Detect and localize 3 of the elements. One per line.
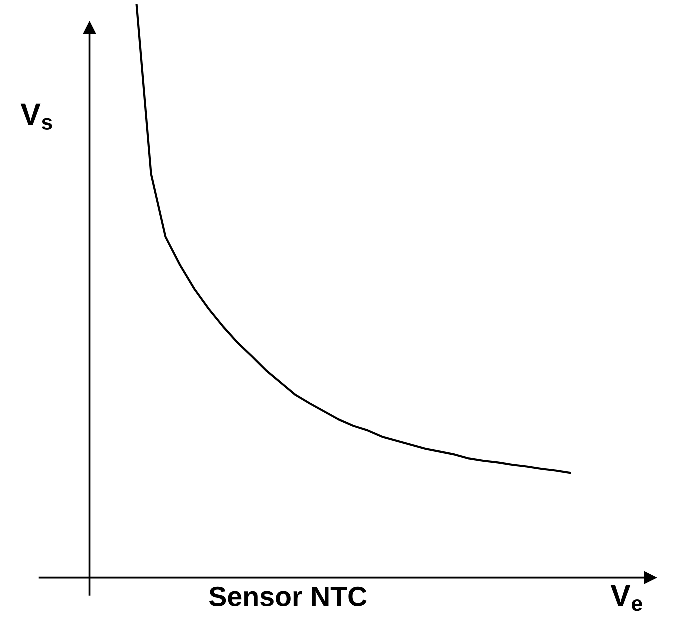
x-axis-title: V$_{e}$ (610, 585, 642, 612)
y-axis-title: V$_{s}$ (20, 104, 52, 130)
text: Sensor NTC (209, 586, 367, 607)
